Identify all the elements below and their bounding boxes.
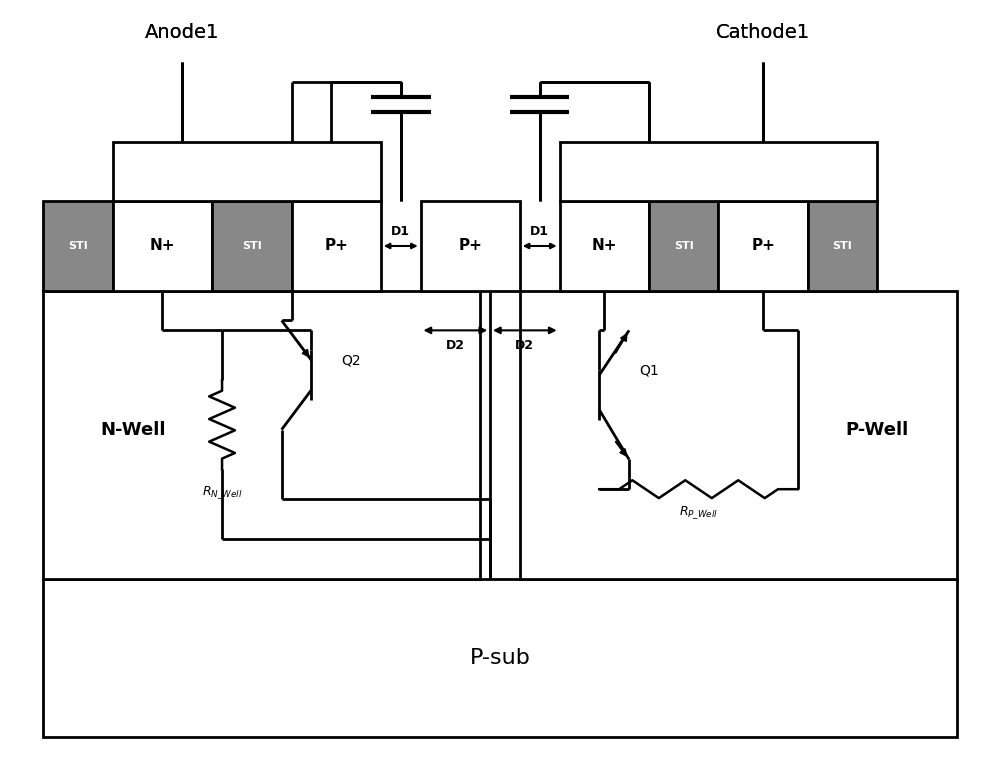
Text: N+: N+: [591, 239, 617, 254]
Bar: [718, 201, 808, 290]
Text: D1: D1: [530, 225, 549, 238]
Text: D1: D1: [391, 225, 410, 238]
Text: N+: N+: [150, 239, 175, 254]
Text: $R_{P\_Well}$: $R_{P\_Well}$: [679, 504, 718, 521]
Bar: [421, 201, 520, 290]
Text: D2: D2: [515, 339, 534, 352]
Bar: [43, 578, 957, 737]
Text: Cathode1: Cathode1: [716, 23, 810, 42]
Text: Anode1: Anode1: [145, 23, 220, 42]
Text: STI: STI: [833, 241, 852, 251]
Text: Cathode1: Cathode1: [716, 23, 810, 42]
Text: Anode1: Anode1: [145, 23, 220, 42]
Bar: [808, 201, 877, 290]
Text: $R_{N\_Well}$: $R_{N\_Well}$: [202, 484, 242, 501]
Text: P+: P+: [458, 239, 482, 254]
Bar: [292, 201, 381, 290]
Text: Q1: Q1: [639, 363, 659, 377]
Text: P+: P+: [324, 239, 348, 254]
Text: D2: D2: [446, 339, 465, 352]
Text: STI: STI: [674, 241, 694, 251]
Bar: [43, 201, 113, 290]
Bar: [520, 290, 957, 578]
Text: N-Well: N-Well: [100, 420, 165, 439]
Text: STI: STI: [68, 241, 88, 251]
Bar: [113, 201, 212, 290]
Bar: [113, 142, 381, 201]
Bar: [560, 142, 877, 201]
Text: P+: P+: [751, 239, 775, 254]
Bar: [212, 201, 292, 290]
Text: P-Well: P-Well: [846, 420, 909, 439]
Text: STI: STI: [242, 241, 262, 251]
Bar: [43, 290, 480, 578]
Bar: [560, 201, 649, 290]
Bar: [649, 201, 718, 290]
Text: P-sub: P-sub: [470, 648, 530, 668]
Text: Q2: Q2: [341, 353, 361, 367]
